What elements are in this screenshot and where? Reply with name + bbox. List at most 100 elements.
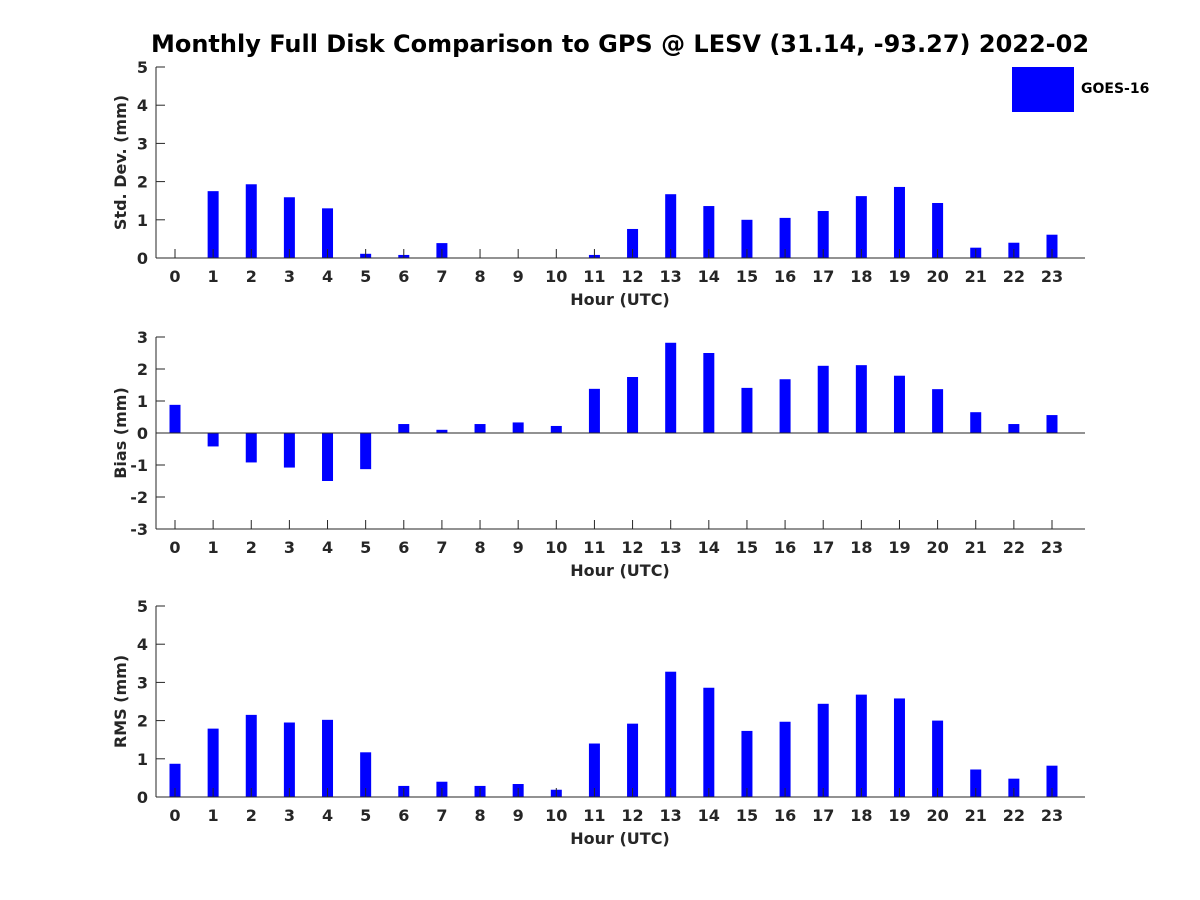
y-tick-label: 1 [137, 211, 148, 230]
x-tick-label: 4 [322, 806, 333, 825]
y-tick-label: 2 [137, 712, 148, 731]
x-tick-label: 18 [850, 806, 872, 825]
x-tick-label: 8 [474, 538, 485, 557]
x-tick-label: 14 [698, 267, 720, 286]
x-tick-label: 5 [360, 538, 371, 557]
bar [970, 412, 982, 433]
bar [741, 730, 753, 797]
x-tick-label: 7 [436, 538, 447, 557]
x-tick-label: 5 [360, 806, 371, 825]
bar [283, 197, 295, 258]
bar [322, 433, 334, 481]
bar [550, 425, 562, 433]
bar [779, 379, 791, 433]
x-tick-label: 9 [513, 806, 524, 825]
bar [245, 714, 257, 797]
x-tick-label: 16 [774, 538, 796, 557]
bar [245, 433, 257, 463]
y-tick-label: 1 [137, 750, 148, 769]
x-tick-label: 22 [1003, 538, 1025, 557]
x-tick-label: 17 [812, 806, 834, 825]
x-tick-label: 16 [774, 267, 796, 286]
bar [893, 186, 905, 258]
y-axis-label: Bias (mm) [111, 387, 130, 479]
x-tick-label: 23 [1041, 538, 1063, 557]
x-tick-label: 10 [545, 267, 567, 286]
bar [779, 721, 791, 797]
x-tick-label: 8 [474, 806, 485, 825]
bar [703, 687, 715, 797]
bar [360, 433, 372, 470]
x-tick-label: 7 [436, 267, 447, 286]
y-tick-label: 2 [137, 173, 148, 192]
bar [855, 694, 867, 797]
x-tick-label: 7 [436, 806, 447, 825]
y-tick-label: -2 [130, 488, 148, 507]
x-tick-label: 6 [398, 267, 409, 286]
y-tick-label: 3 [137, 673, 148, 692]
x-tick-label: 0 [169, 806, 180, 825]
bar [436, 429, 448, 433]
x-tick-label: 15 [736, 538, 758, 557]
x-tick-label: 23 [1041, 806, 1063, 825]
x-tick-label: 12 [621, 267, 643, 286]
x-tick-label: 11 [583, 538, 605, 557]
y-tick-label: 3 [137, 134, 148, 153]
y-tick-label: 0 [137, 788, 148, 807]
bar [1008, 424, 1020, 433]
bar [207, 191, 219, 258]
x-tick-label: 14 [698, 806, 720, 825]
x-tick-label: 9 [513, 267, 524, 286]
y-tick-label: 4 [137, 635, 148, 654]
bar [893, 698, 905, 797]
bar [512, 422, 524, 433]
x-tick-label: 19 [888, 538, 910, 557]
x-tick-label: 13 [660, 806, 682, 825]
bar [855, 365, 867, 433]
x-tick-label: 11 [583, 806, 605, 825]
x-tick-label: 12 [621, 806, 643, 825]
bar [932, 720, 944, 797]
x-tick-label: 1 [208, 538, 219, 557]
bar [665, 342, 677, 433]
bar [627, 228, 639, 258]
bar [588, 388, 600, 433]
x-tick-label: 22 [1003, 267, 1025, 286]
x-tick-label: 15 [736, 806, 758, 825]
y-tick-label: -3 [130, 520, 148, 539]
bar [322, 719, 334, 797]
x-axis-label: Hour (UTC) [570, 290, 670, 309]
x-tick-label: 2 [246, 806, 257, 825]
x-tick-label: 3 [284, 538, 295, 557]
bar [893, 375, 905, 433]
bar [627, 723, 639, 797]
bar [283, 433, 295, 468]
bar [703, 206, 715, 258]
x-tick-label: 23 [1041, 267, 1063, 286]
x-tick-label: 20 [926, 806, 948, 825]
bar [741, 387, 753, 433]
bar [283, 722, 295, 797]
y-axis-label: RMS (mm) [111, 655, 130, 748]
x-tick-label: 20 [926, 538, 948, 557]
x-tick-label: 9 [513, 538, 524, 557]
x-tick-label: 21 [965, 267, 987, 286]
x-tick-label: 3 [284, 806, 295, 825]
bar [588, 743, 600, 797]
x-tick-label: 10 [545, 538, 567, 557]
bar [627, 377, 639, 433]
x-tick-label: 10 [545, 806, 567, 825]
x-tick-label: 16 [774, 806, 796, 825]
x-tick-label: 0 [169, 538, 180, 557]
x-tick-label: 21 [965, 538, 987, 557]
x-tick-label: 3 [284, 267, 295, 286]
y-axis-label: Std. Dev. (mm) [111, 95, 130, 230]
bar [779, 217, 791, 258]
x-tick-label: 17 [812, 267, 834, 286]
bar [398, 424, 410, 433]
x-tick-label: 20 [926, 267, 948, 286]
x-tick-label: 0 [169, 267, 180, 286]
